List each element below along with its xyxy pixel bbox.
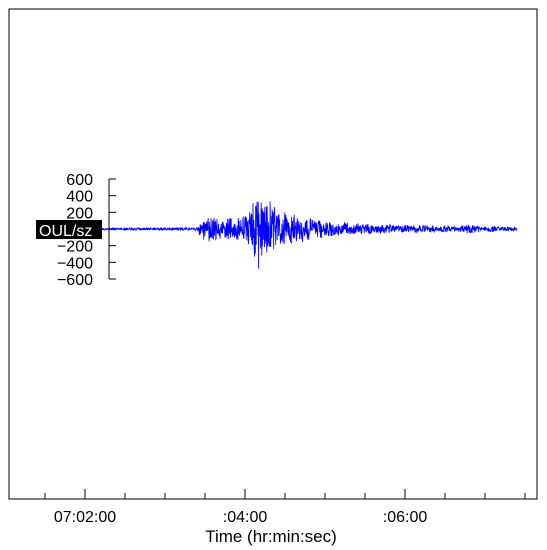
station-label-background <box>36 220 102 239</box>
seismogram-trace <box>44 201 518 269</box>
y-tick-label: 600 <box>66 172 93 189</box>
station-label: OUL/sz <box>36 220 102 240</box>
x-axis: 07:02:00 :04:00 :06:00 <box>44 489 526 526</box>
y-tick-label: −200 <box>57 239 93 256</box>
y-tick-label: −600 <box>57 272 93 289</box>
station-label-text: OUL/sz <box>39 223 92 240</box>
x-axis-title: Time (hr:min:sec) <box>205 527 337 546</box>
y-tick-label: −400 <box>57 255 93 272</box>
plot-frame <box>8 8 538 500</box>
x-tick-label: :04:00 <box>223 509 268 526</box>
x-tick-label: 07:02:00 <box>54 509 116 526</box>
x-tick-label: :06:00 <box>383 509 428 526</box>
trace-group <box>44 201 518 269</box>
y-tick-label: 200 <box>66 205 93 222</box>
y-tick-label: 400 <box>66 189 93 206</box>
